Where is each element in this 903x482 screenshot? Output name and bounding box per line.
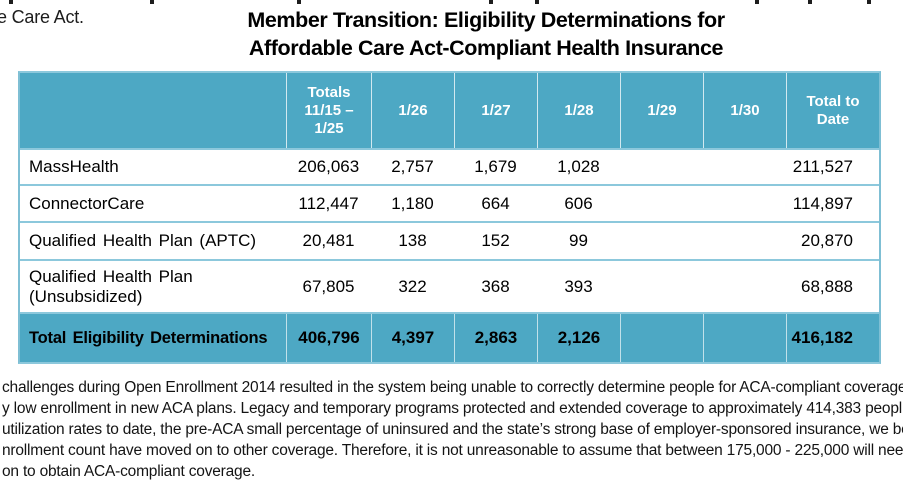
cell-value [703, 314, 786, 362]
clipped-text-fragment [297, 0, 301, 4]
cell-value: 114,897 [792, 193, 853, 213]
eligibility-determinations-table: Totals 11/15 – 1/25 1/26 1/27 1/28 1/29 … [18, 71, 881, 364]
cell-value: 368 [481, 276, 510, 296]
footer-line: challenges during Open Enrollment 2014 r… [2, 379, 903, 396]
cell-value: 2,126 [537, 314, 620, 362]
cell-value: 1,180 [391, 193, 434, 213]
clipped-text-fragment [808, 0, 812, 4]
cell-value: 406,796 [286, 314, 371, 362]
cell-value: 68,888 [801, 276, 853, 296]
footer-line: nrollment count have moved on to other c… [2, 442, 903, 459]
row-label: Qualified Health Plan (Unsubsidized) [29, 266, 193, 306]
cell-value: 152 [481, 231, 510, 250]
table-row-qhp-unsubsidized: Qualified Health Plan (Unsubsidized) 67,… [20, 261, 879, 314]
clipped-text-fragment [150, 0, 154, 4]
clipped-left-text: e Care Act. [0, 7, 84, 27]
cell-value [703, 223, 786, 259]
cell-value: 416,182 [786, 314, 879, 362]
clipped-text-fragment [867, 0, 871, 4]
cell-value: 138 [398, 231, 427, 250]
clipped-text-fragment [755, 0, 759, 4]
row-label: MassHealth [29, 157, 119, 176]
cell-value: 1,679 [474, 157, 517, 176]
page-title: Member Transition: Eligibility Determina… [150, 6, 822, 62]
cell-value: 393 [564, 276, 593, 296]
cell-value: 20,870 [801, 231, 853, 250]
cell-value [703, 150, 786, 184]
header-cell-1-29: 1/29 [620, 73, 703, 148]
page-title-line2: Affordable Care Act-Compliant Health Ins… [248, 36, 724, 60]
header-cell-1-30: 1/30 [703, 73, 786, 148]
table-row-total: Total Eligibility Determinations 406,796… [20, 314, 879, 362]
cell-value: 606 [564, 193, 593, 213]
cell-value: 67,805 [302, 276, 355, 296]
table-row-masshealth: MassHealth 206,063 2,757 1,679 1,028 211… [20, 150, 879, 186]
header-cell-total-to-date: Total to Date [786, 73, 879, 148]
footer-line: utilization rates to date, the pre-ACA s… [2, 421, 903, 438]
cell-value [703, 261, 786, 312]
clipped-text-fragment [9, 0, 13, 4]
row-label: Qualified Health Plan (APTC) [29, 231, 257, 250]
header-cell-1-27: 1/27 [454, 73, 537, 148]
footer-line: y low enrollment in new ACA plans. Legac… [2, 400, 903, 417]
header-cell-blank [20, 73, 286, 148]
cell-value [620, 223, 703, 259]
cell-value: 322 [398, 276, 427, 296]
header-cell-1-26: 1/26 [371, 73, 454, 148]
cell-value [620, 186, 703, 221]
cell-value: 4,397 [371, 314, 454, 362]
table-row-connectorcare: ConnectorCare 112,447 1,180 664 606 114,… [20, 186, 879, 223]
cell-value: 2,863 [454, 314, 537, 362]
cell-value: 211,527 [792, 157, 853, 176]
cell-value [703, 186, 786, 221]
cell-value: 664 [481, 193, 510, 213]
clipped-text-fragment [489, 0, 493, 4]
cell-value: 1,028 [557, 157, 600, 176]
cell-value [620, 314, 703, 362]
cell-value: 206,063 [297, 157, 360, 176]
header-cell-1-28: 1/28 [537, 73, 620, 148]
cell-value [620, 150, 703, 184]
clipped-text-fragment [535, 0, 539, 4]
table-row-qhp-aptc: Qualified Health Plan (APTC) 20,481 138 … [20, 223, 879, 261]
cell-value: 20,481 [302, 231, 355, 250]
header-cell-totals-11-15-1-25: Totals 11/15 – 1/25 [286, 73, 371, 148]
page-title-line1: Member Transition: Eligibility Determina… [247, 8, 725, 32]
row-label: ConnectorCare [29, 193, 145, 213]
table-header-row: Totals 11/15 – 1/25 1/26 1/27 1/28 1/29 … [20, 73, 879, 150]
footer-paragraph: challenges during Open Enrollment 2014 r… [2, 377, 903, 482]
cell-value [620, 261, 703, 312]
total-row-label: Total Eligibility Determinations [29, 329, 268, 347]
cell-value: 112,447 [298, 193, 359, 213]
cell-value: 2,757 [391, 157, 434, 176]
cell-value: 99 [569, 231, 588, 250]
